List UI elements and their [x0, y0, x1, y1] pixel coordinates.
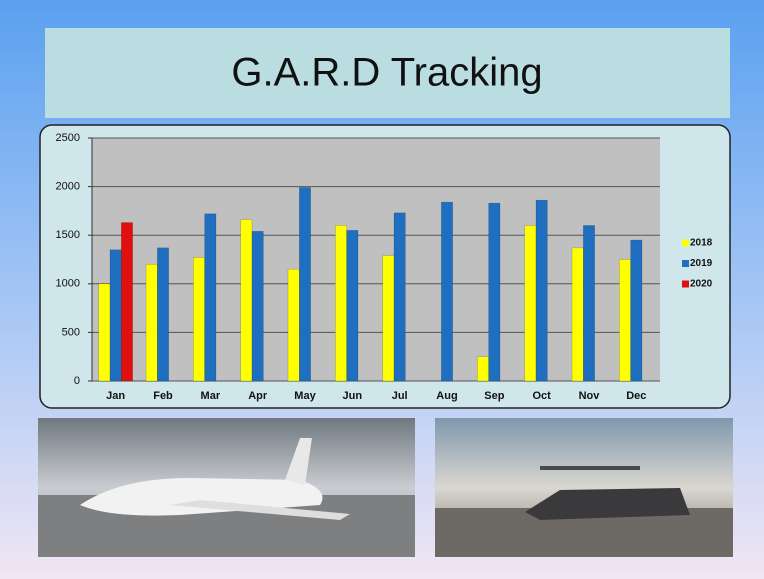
photo-jet [38, 418, 415, 557]
plot-area [92, 138, 660, 381]
x-tick-label: Nov [579, 390, 601, 402]
rotor [540, 466, 640, 470]
y-tick-label: 1000 [56, 278, 80, 290]
bar [157, 247, 169, 382]
legend-label: 2020 [690, 279, 713, 290]
bar [145, 264, 158, 382]
x-tick-label: Sep [484, 390, 504, 402]
bar [287, 268, 300, 382]
bar [382, 255, 395, 382]
bar [240, 219, 253, 382]
x-tick-label: Feb [153, 390, 173, 402]
bar [619, 259, 631, 382]
bar [477, 356, 489, 382]
legend-label: 2018 [690, 238, 713, 249]
x-tick-label: Jun [343, 390, 363, 402]
chart: 0 500 1000 1500 2000 2500 Jan Feb Mar Apr May Jun Ju… [56, 132, 713, 402]
y-tick-label: 0 [74, 375, 80, 387]
y-tick-label: 1500 [56, 229, 80, 241]
aircraft [525, 488, 690, 520]
bar [299, 187, 311, 382]
bar [204, 213, 217, 382]
bar [193, 257, 205, 382]
bar [109, 249, 122, 382]
y-tick-label: 500 [62, 326, 80, 338]
chart-title: G.A.R.D Tracking [231, 51, 542, 95]
bar [121, 222, 133, 382]
legend-swatch [682, 280, 689, 288]
y-tick-label: 2000 [56, 181, 80, 193]
bar [251, 231, 264, 382]
y-tick-label: 2500 [56, 132, 80, 144]
bar [524, 225, 537, 382]
bar [346, 230, 359, 382]
bar [535, 199, 548, 382]
x-tick-label: Oct [532, 390, 551, 402]
legend-swatch [682, 239, 689, 247]
x-tick-label: Dec [626, 390, 646, 402]
bar [335, 225, 347, 382]
title-box [45, 28, 730, 118]
x-tick-label: May [294, 390, 316, 402]
bar [630, 239, 643, 382]
x-tick-label: Apr [248, 390, 268, 402]
x-tick-label: Mar [201, 390, 221, 402]
jet-wing [170, 500, 350, 520]
x-tick-label: Aug [436, 390, 457, 402]
photo-tiltrotor [435, 418, 733, 557]
bar [393, 212, 406, 382]
bar [441, 201, 453, 382]
bar [583, 225, 595, 382]
x-tick-label: Jan [106, 390, 125, 402]
bar [98, 283, 111, 382]
bar [488, 202, 501, 382]
jet-tail [285, 438, 312, 485]
x-tick-label: Jul [392, 390, 408, 402]
bar [571, 247, 584, 382]
legend-label: 2019 [690, 258, 713, 269]
legend-swatch [682, 260, 689, 267]
